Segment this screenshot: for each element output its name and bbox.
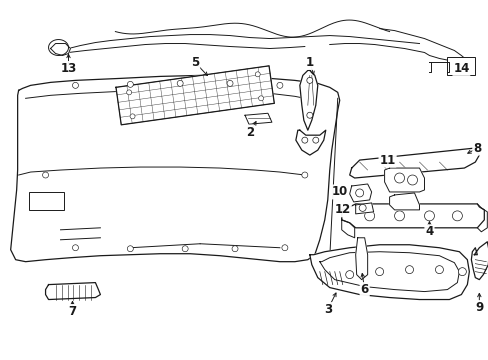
Circle shape <box>405 266 413 274</box>
Bar <box>29 192 63 210</box>
Text: 6: 6 <box>360 283 368 296</box>
Text: 7: 7 <box>68 305 77 318</box>
Text: 1: 1 <box>305 56 313 69</box>
Circle shape <box>312 137 318 143</box>
Polygon shape <box>11 75 339 262</box>
Text: 12: 12 <box>334 203 350 216</box>
Text: 11: 11 <box>379 154 395 167</box>
Circle shape <box>407 175 417 185</box>
Circle shape <box>127 246 133 252</box>
Circle shape <box>232 246 238 252</box>
Polygon shape <box>45 283 100 300</box>
Circle shape <box>226 80 233 86</box>
Circle shape <box>435 266 443 274</box>
Circle shape <box>281 245 287 251</box>
Text: 9: 9 <box>474 301 483 314</box>
Polygon shape <box>50 44 70 55</box>
Polygon shape <box>355 203 373 214</box>
Circle shape <box>355 189 363 197</box>
Circle shape <box>306 112 312 118</box>
Circle shape <box>255 72 260 77</box>
Circle shape <box>451 211 462 221</box>
Circle shape <box>301 137 307 143</box>
Polygon shape <box>341 204 483 228</box>
Circle shape <box>72 82 78 88</box>
Circle shape <box>177 80 183 86</box>
Circle shape <box>276 82 283 88</box>
Circle shape <box>457 268 466 276</box>
Polygon shape <box>384 168 424 192</box>
Circle shape <box>345 271 353 279</box>
Circle shape <box>394 211 404 221</box>
Circle shape <box>258 96 263 101</box>
Circle shape <box>364 211 374 221</box>
Circle shape <box>42 172 48 178</box>
Polygon shape <box>389 193 419 210</box>
Circle shape <box>182 246 188 252</box>
Polygon shape <box>244 113 271 124</box>
Polygon shape <box>295 130 325 155</box>
Bar <box>447 58 474 75</box>
Circle shape <box>375 268 383 276</box>
Circle shape <box>301 172 307 178</box>
Circle shape <box>72 245 78 251</box>
Text: 4: 4 <box>425 225 433 238</box>
Circle shape <box>127 81 133 87</box>
Circle shape <box>306 77 312 84</box>
Text: 8: 8 <box>472 141 481 155</box>
Polygon shape <box>355 238 367 280</box>
Circle shape <box>424 211 433 221</box>
Polygon shape <box>116 66 274 125</box>
Circle shape <box>394 173 404 183</box>
Text: 13: 13 <box>60 62 77 75</box>
Polygon shape <box>470 242 488 280</box>
Text: 5: 5 <box>191 56 199 69</box>
Polygon shape <box>309 245 468 300</box>
Text: 3: 3 <box>323 303 331 316</box>
Text: 2: 2 <box>245 126 254 139</box>
Polygon shape <box>349 184 371 202</box>
Polygon shape <box>349 148 478 178</box>
Text: 10: 10 <box>331 185 347 198</box>
Circle shape <box>126 90 131 95</box>
Polygon shape <box>299 71 317 130</box>
Circle shape <box>130 114 135 119</box>
Text: 14: 14 <box>452 62 468 75</box>
Circle shape <box>359 204 366 211</box>
